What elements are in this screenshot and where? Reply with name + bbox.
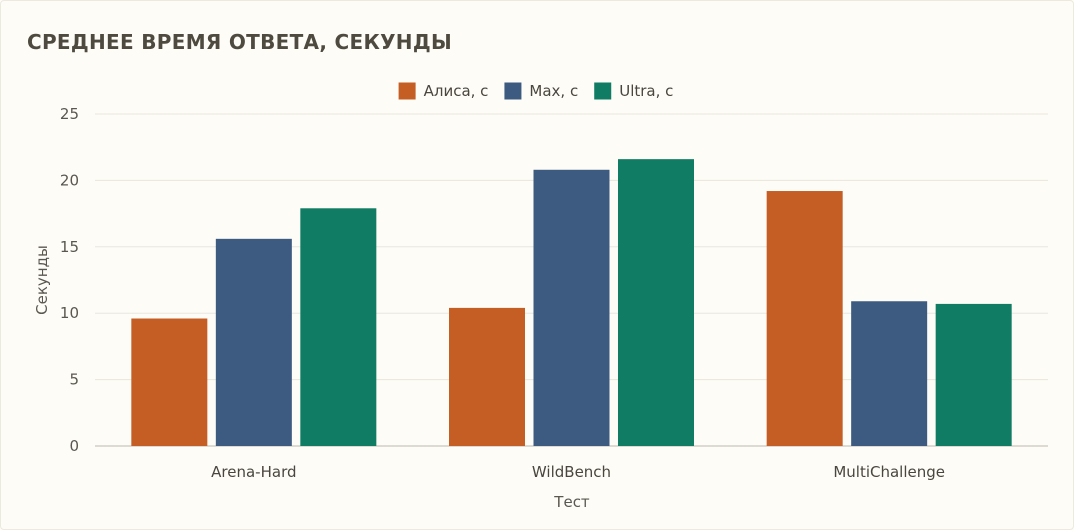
chart-title: СРЕДНЕЕ ВРЕМЯ ОТВЕТА, СЕКУНДЫ — [27, 30, 452, 54]
bar-arena-hard-series-0[interactable] — [131, 318, 208, 446]
bar-multichallenge-series-1[interactable] — [851, 301, 928, 446]
y-axis-label: Секунды — [33, 245, 51, 315]
legend-swatch — [504, 82, 522, 100]
bar-multichallenge-series-0[interactable] — [766, 191, 843, 446]
legend-item[interactable]: Ultra, с — [594, 82, 673, 100]
y-tick-label: 0 — [69, 437, 79, 455]
legend-label: Алиса, с — [424, 82, 489, 100]
y-axis-ticks: 0 5 10 15 20 25 — [60, 105, 79, 455]
legend-label: Ultra, с — [619, 82, 673, 100]
y-tick-label: 15 — [60, 238, 79, 256]
bar-wildbench-series-1[interactable] — [533, 169, 610, 446]
legend-label: Max, с — [529, 82, 578, 100]
legend-item[interactable]: Алиса, с — [398, 82, 489, 100]
bar-multichallenge-series-2[interactable] — [935, 303, 1012, 446]
legend: Алиса, с Max, с Ultra, с — [398, 82, 673, 100]
bars — [131, 159, 1012, 447]
legend-swatch — [594, 82, 612, 100]
y-tick-label: 10 — [60, 304, 79, 322]
legend-item[interactable]: Max, с — [504, 82, 578, 100]
bar-arena-hard-series-1[interactable] — [215, 238, 292, 446]
x-axis-ticks: Arena-Hard WildBench MultiChallenge — [211, 463, 945, 481]
bar-arena-hard-series-2[interactable] — [300, 208, 377, 446]
y-tick-label: 20 — [60, 171, 79, 189]
y-tick-label: 5 — [69, 371, 79, 389]
legend-swatch — [398, 82, 416, 100]
y-tick-label: 25 — [60, 105, 79, 123]
x-tick-label: Arena-Hard — [211, 463, 296, 481]
x-tick-label: WildBench — [532, 463, 611, 481]
bar-wildbench-series-2[interactable] — [618, 159, 694, 447]
bar-wildbench-series-0[interactable] — [449, 307, 525, 446]
x-tick-label: MultiChallenge — [833, 463, 945, 481]
x-axis-label: Тест — [553, 493, 590, 511]
